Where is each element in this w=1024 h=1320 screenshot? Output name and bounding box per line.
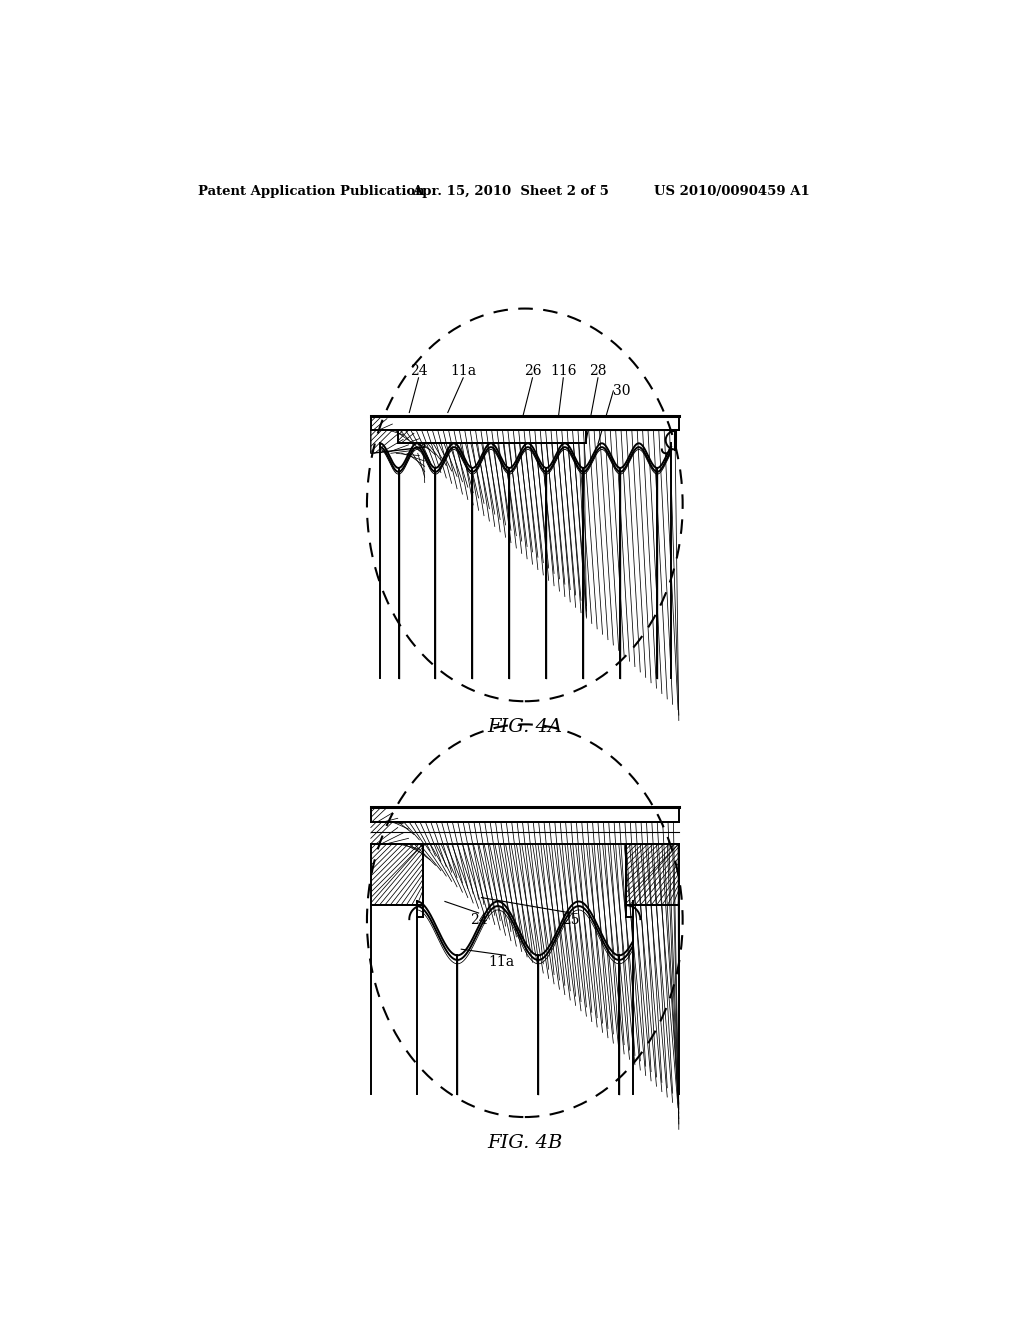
Text: 28: 28 (589, 364, 606, 378)
Text: 24: 24 (470, 913, 487, 927)
Text: 11a: 11a (451, 364, 476, 378)
Text: 30: 30 (613, 384, 631, 397)
Text: US 2010/0090459 A1: US 2010/0090459 A1 (654, 185, 810, 198)
Bar (371, 416, 679, 430)
Bar (371, 807, 679, 822)
Text: Patent Application Publication: Patent Application Publication (199, 185, 425, 198)
Polygon shape (371, 430, 425, 453)
Text: 25: 25 (562, 913, 580, 927)
Bar (397, 430, 587, 444)
Text: FIG. 4B: FIG. 4B (487, 1134, 562, 1152)
Text: Apr. 15, 2010  Sheet 2 of 5: Apr. 15, 2010 Sheet 2 of 5 (412, 185, 608, 198)
Text: 24: 24 (410, 364, 427, 378)
Text: 26: 26 (523, 364, 542, 378)
Text: FIG. 4A: FIG. 4A (487, 718, 562, 737)
Bar (371, 843, 423, 906)
Text: 11a: 11a (488, 956, 515, 969)
Text: 116: 116 (550, 364, 577, 378)
Bar (627, 843, 679, 906)
